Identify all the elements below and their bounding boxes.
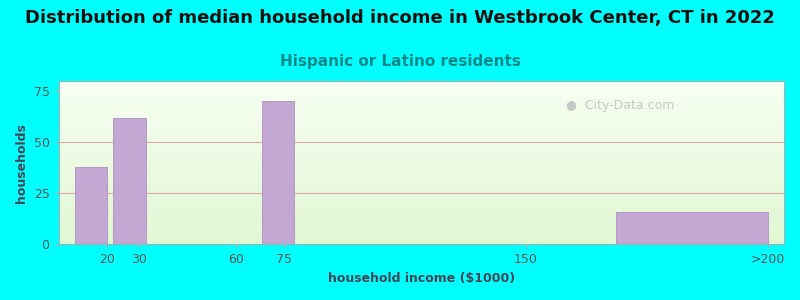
Bar (616, 212, 768, 244)
Text: Hispanic or Latino residents: Hispanic or Latino residents (279, 54, 521, 69)
Bar (262, 101, 294, 244)
Bar (74, 167, 107, 244)
Text: Distribution of median household income in Westbrook Center, CT in 2022: Distribution of median household income … (25, 9, 775, 27)
Bar (114, 118, 146, 244)
Y-axis label: households: households (15, 123, 28, 202)
X-axis label: household income ($1000): household income ($1000) (328, 272, 514, 285)
Text: ●  City-Data.com: ● City-Data.com (566, 99, 674, 112)
